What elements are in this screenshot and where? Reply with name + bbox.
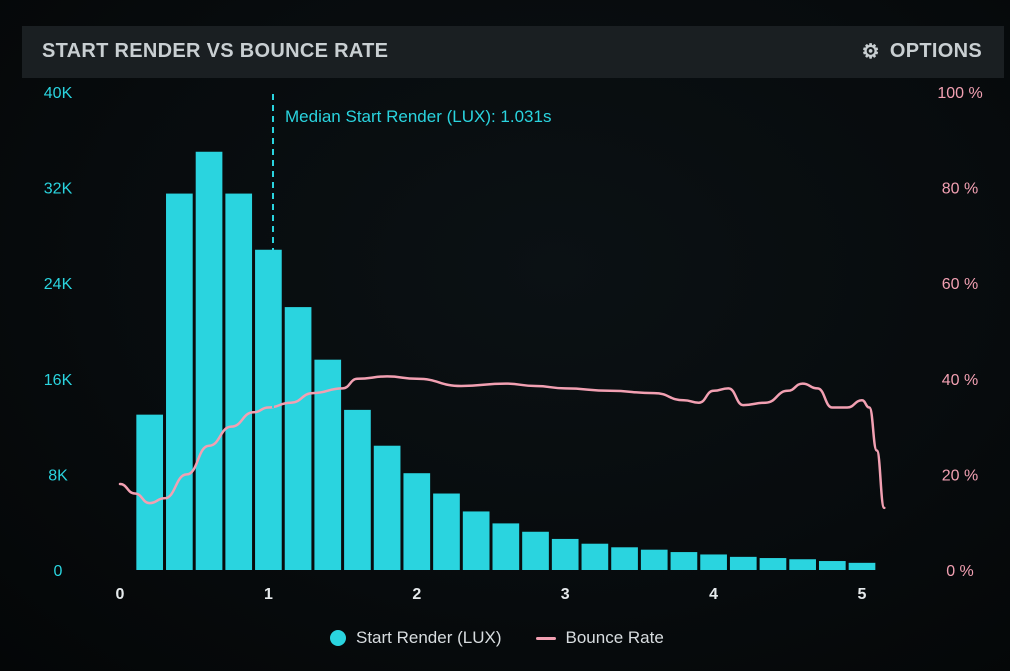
legend-item-bounce-rate[interactable]: Bounce Rate [535,628,664,648]
histogram-bar [166,193,193,570]
histogram-bar [314,359,342,570]
legend-swatch-line [535,636,556,640]
options-label: OPTIONS [889,40,982,62]
histogram-bar [700,554,727,570]
y-right-tick-label: 60 % [942,276,978,293]
gear-icon: ⚙ [861,40,880,63]
y-left-tick-label: 24K [44,276,73,293]
bounce-rate-line [118,375,886,510]
histogram-bar [848,562,876,570]
legend-label-bounce-rate: Bounce Rate [565,628,664,647]
x-tick-label: 3 [561,586,570,603]
y-right-tick-label: 40 % [942,372,978,389]
panel-header: START RENDER VS BOUNCE RATE ⚙ OPTIONS [22,26,1004,78]
y-left-tick-label: 16K [44,372,73,389]
histogram-bar [225,193,253,570]
x-tick-label: 2 [412,586,421,603]
histogram-bar [522,531,549,570]
histogram-bar [284,307,312,570]
legend-swatch-bars [330,630,346,646]
y-left-tick-label: 0 [54,563,63,580]
y-right-tick-label: 20 % [942,467,978,484]
histogram-bar [492,523,520,570]
histogram-bar [670,552,698,570]
histogram-bar [551,538,579,570]
x-tick-label: 0 [116,586,125,603]
histogram-bar [611,547,638,570]
histogram-bar [403,473,431,570]
y-right-tick-label: 0 % [946,563,974,580]
histogram-bar [462,511,490,570]
histogram-bar [789,559,816,570]
histogram-bar [581,543,609,570]
histogram-bar [818,561,846,570]
chart-title: START RENDER VS BOUNCE RATE [42,40,389,62]
histogram-bar [640,549,668,570]
histogram-bar [195,151,223,570]
histogram-bar [729,556,757,570]
median-label: Median Start Render (LUX): 1.031s [285,107,551,126]
x-tick-label: 4 [709,586,718,603]
y-left-tick-label: 40K [44,85,73,102]
histogram-bar [373,445,401,570]
histogram-bar [433,493,460,570]
options-button[interactable]: ⚙ OPTIONS [862,40,982,63]
histogram-bar [759,558,787,570]
y-left-tick-label: 8K [48,467,68,484]
legend-item-start-render[interactable]: Start Render (LUX) [330,628,502,648]
legend-label-start-render: Start Render (LUX) [356,628,502,647]
x-tick-label: 5 [858,586,867,603]
y-right-tick-label: 80 % [942,181,978,198]
histogram-bar [136,414,164,570]
legend: Start Render (LUX) Bounce Rate [330,628,664,648]
histogram-bar [344,409,371,570]
y-left-tick-label: 32K [44,181,73,198]
y-right-tick-label: 100 % [937,85,982,102]
x-tick-label: 1 [264,586,273,603]
